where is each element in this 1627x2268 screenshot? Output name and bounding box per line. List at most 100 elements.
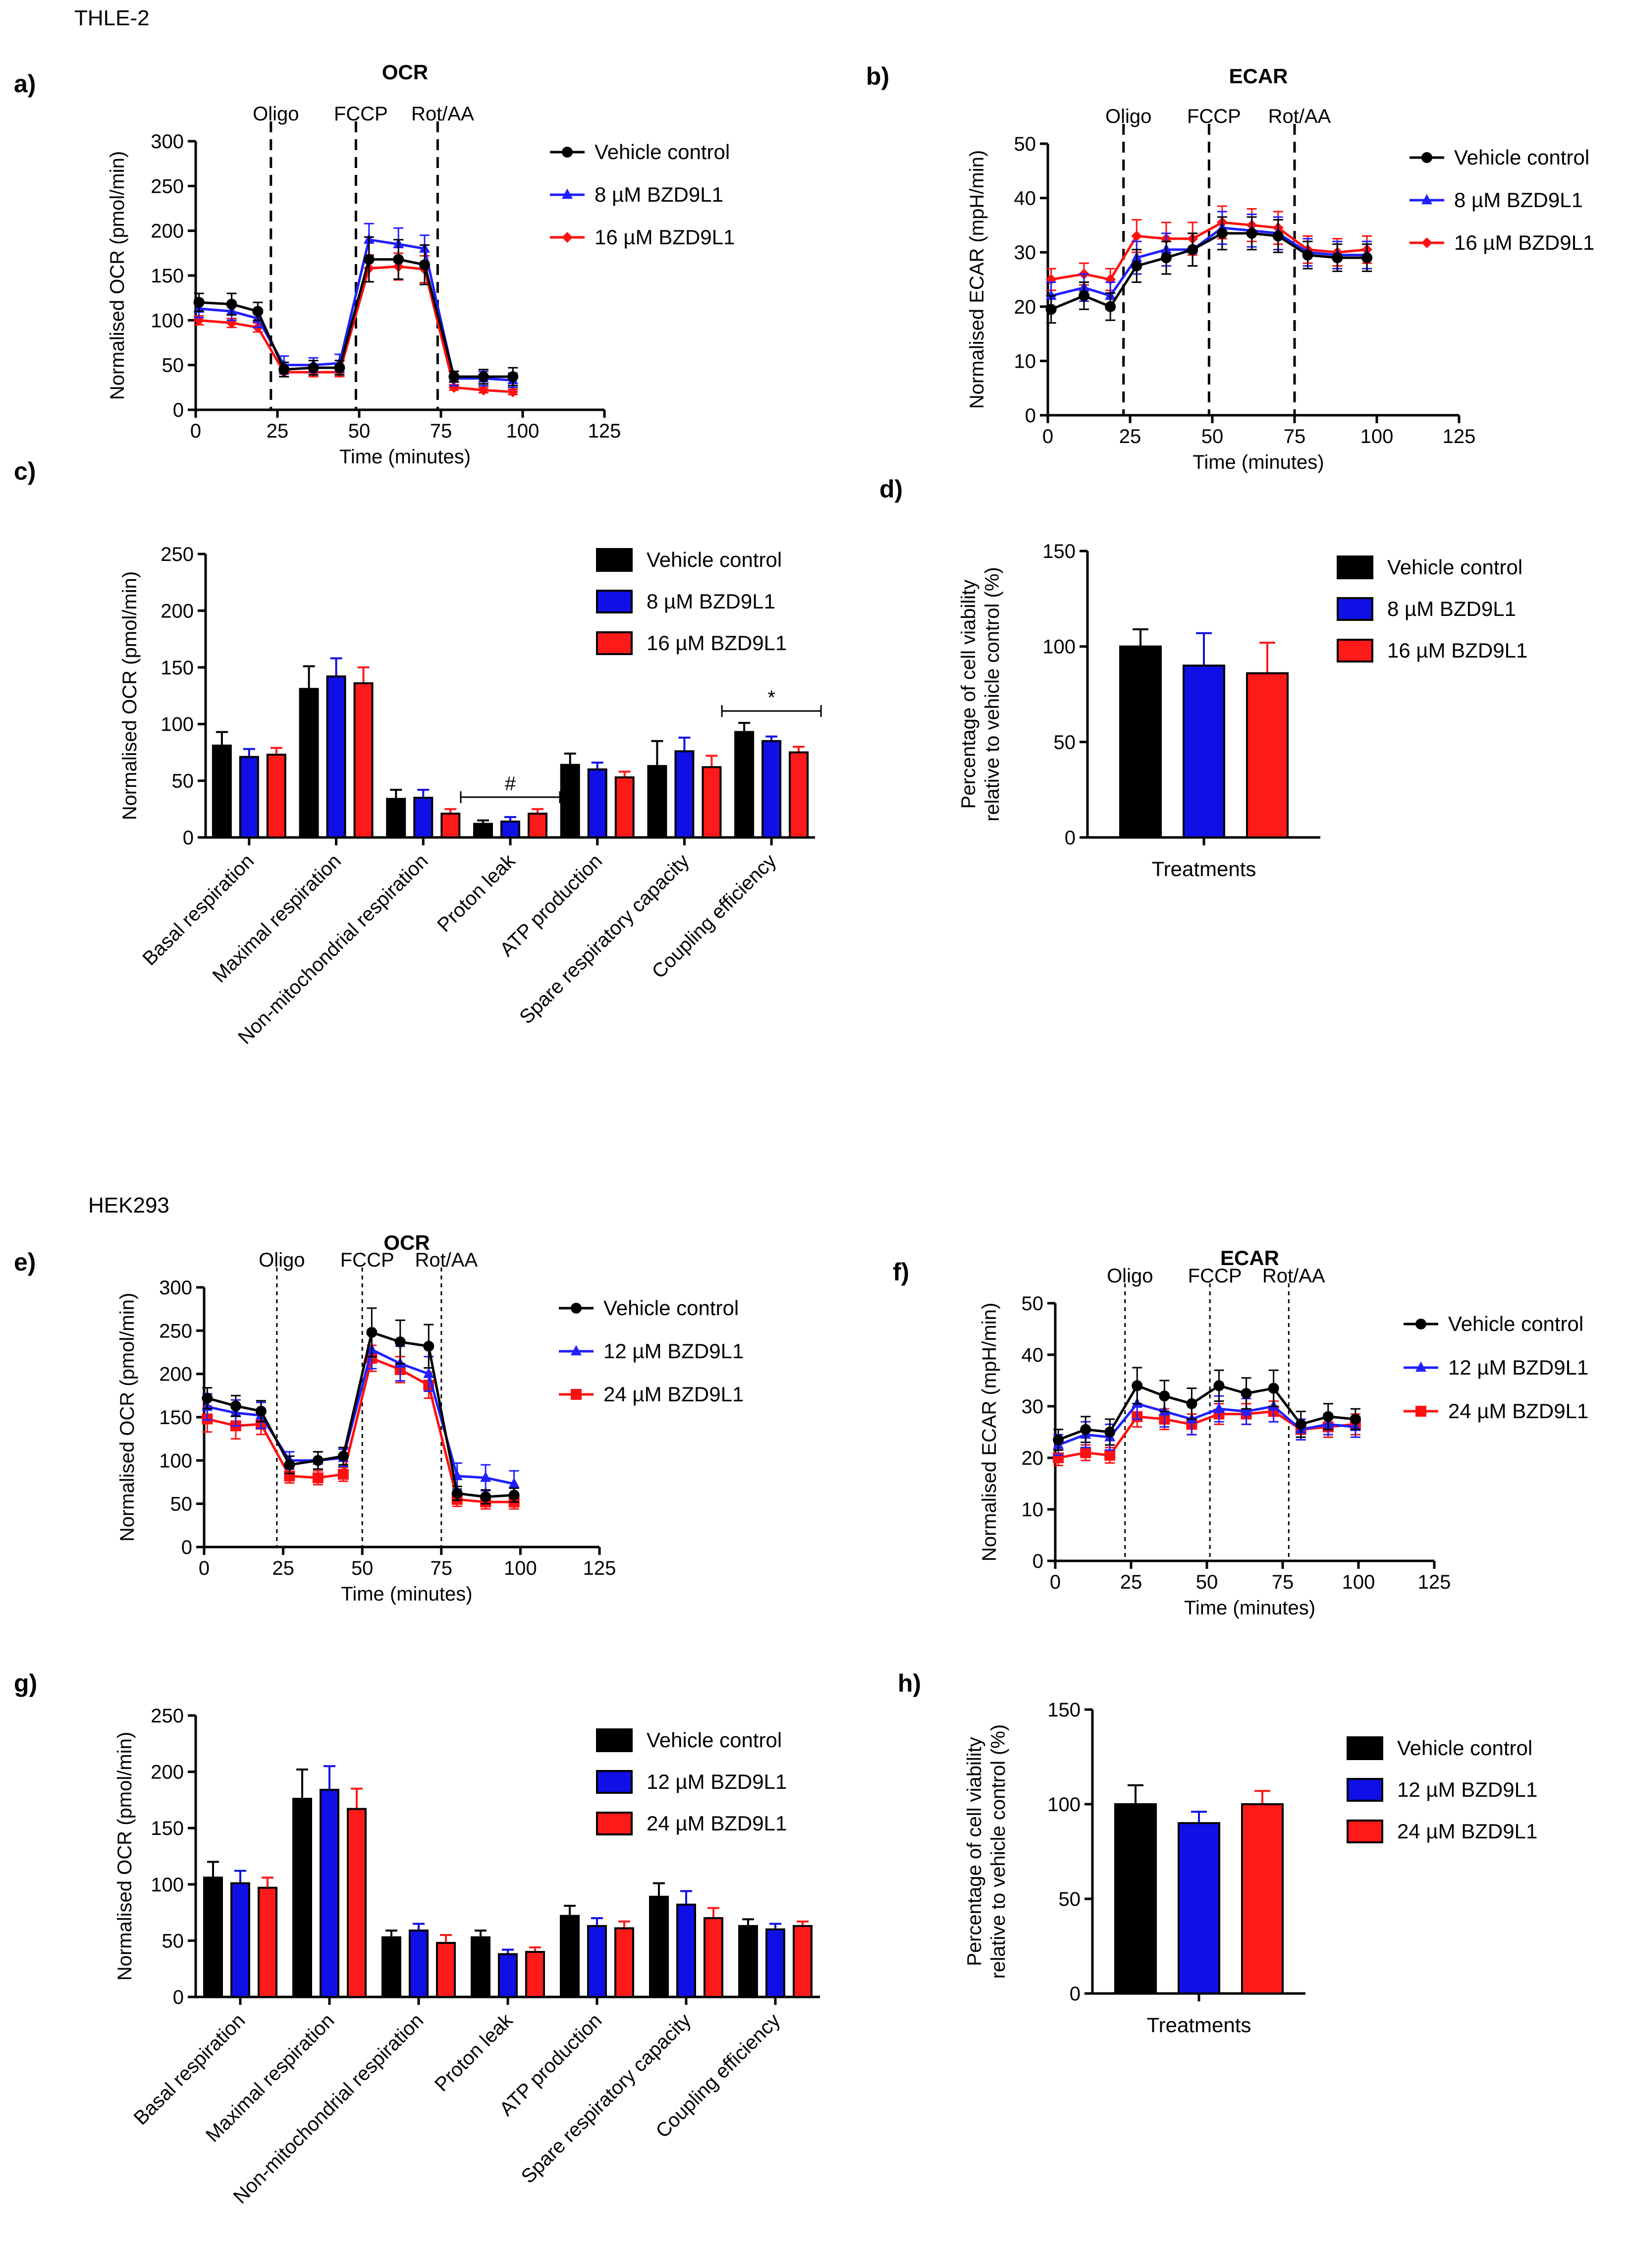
chart-e-x-tick-label: 125: [583, 1557, 616, 1579]
chart-e-data-point: [312, 1455, 324, 1466]
chart-c-bar: [326, 675, 346, 838]
chart-d-y-tick-label: 100: [1042, 636, 1076, 658]
chart-a-y-tick-label: 200: [151, 221, 184, 242]
chart-c-significance-label: *: [767, 687, 775, 709]
chart-b-x-tick-label: 125: [1443, 426, 1476, 447]
chart-b-x-tick-label: 25: [1119, 426, 1141, 447]
panel-letter-d: d): [879, 475, 903, 503]
chart-f-data-point: [1080, 1424, 1091, 1435]
chart-e-data-point: [230, 1400, 241, 1412]
chart-h-y-label: Percentage of cell viability: [964, 1737, 985, 1966]
chart-f-x-tick-label: 25: [1120, 1571, 1142, 1593]
chart-c-bar: [473, 823, 493, 838]
chart-f-x-tick-label: 75: [1272, 1571, 1294, 1593]
chart-g-category-label: Spare respiratory capacity: [517, 2009, 696, 2188]
chart-b-y-tick-label: 20: [1014, 296, 1036, 318]
chart-c-category-label: Proton leak: [433, 850, 520, 937]
chart-d-bar: [1246, 672, 1289, 838]
chart-a-data-point: [308, 362, 319, 374]
chart-g-bar: [614, 1927, 634, 1998]
chart-g-y-label: Normalised OCR (pmol/min): [114, 1732, 136, 1981]
chart-c-bar: [353, 682, 374, 839]
chart-c-bar: [413, 796, 434, 839]
chart-f-x-tick-label: 125: [1418, 1571, 1451, 1593]
chart-g-legend-label: 12 µM BZD9L1: [647, 1770, 787, 1793]
chart-c-bar: [734, 731, 755, 838]
chart-g-y-tick-label: 0: [173, 1987, 184, 2008]
chart-e-data-point: [366, 1327, 378, 1338]
chart-e-data-point: [451, 1488, 463, 1499]
chart-a-x-tick-label: 125: [588, 420, 621, 442]
chart-h-legend-swatch: [1347, 1736, 1383, 1760]
chart-h-legend-swatch: [1347, 1820, 1383, 1843]
chart-g-legend-label: 24 µM BZD9L1: [647, 1812, 787, 1835]
chart-e-x-tick-label: 50: [351, 1557, 374, 1579]
chart-a-y-tick-label: 0: [173, 399, 184, 421]
chart-h-bar: [1241, 1803, 1284, 1994]
chart-e-data-point: [202, 1392, 213, 1404]
chart-a-x-tick-label: 25: [267, 420, 289, 442]
chart-f-data-point: [1104, 1427, 1116, 1438]
chart-f-data-point: [1132, 1380, 1143, 1391]
chart-e-y-tick-label: 50: [170, 1494, 193, 1515]
chart-f-legend-marker: [1415, 1406, 1426, 1417]
chart-e-title: OCR: [383, 1231, 430, 1254]
chart-b-y-tick-label: 30: [1014, 242, 1036, 264]
chart-e-data-point: [508, 1490, 520, 1501]
chart-a-data-point: [393, 254, 404, 265]
chart-d-legend-label: 8 µM BZD9L1: [1387, 597, 1516, 620]
chart-e-injection-label: Rot/AA: [415, 1249, 478, 1271]
chart-e-x-label: Time (minutes): [341, 1583, 472, 1605]
chart-f-x-tick-label: 50: [1196, 1571, 1218, 1593]
panel-letter-a: a): [14, 70, 36, 98]
chart-c-bar: [299, 688, 319, 838]
chart-f-legend-label: 12 µM BZD9L1: [1448, 1356, 1588, 1379]
chart-b-legend-marker: [1421, 237, 1432, 248]
chart-e-legend-marker: [571, 1389, 582, 1400]
chart-e-x-tick-label: 100: [504, 1557, 537, 1579]
chart-h-y-tick-label: 150: [1047, 1699, 1081, 1721]
chart-h-bar: [1114, 1803, 1157, 1994]
chart-d-y-tick-label: 150: [1042, 541, 1076, 562]
chart-a-legend-label: Vehicle control: [595, 140, 730, 164]
chart-a-data-point: [226, 298, 237, 310]
chart-b-data-point: [1131, 260, 1142, 272]
chart-e-x-tick-label: 75: [431, 1557, 453, 1579]
chart-g-bar: [587, 1925, 607, 1998]
chart-c-y-tick-label: 250: [161, 544, 194, 565]
chart-b-x-tick-label: 50: [1201, 426, 1224, 447]
chart-c-bar: [212, 744, 232, 838]
chart-f-data-point: [1322, 1411, 1334, 1422]
chart-g-bar: [738, 1925, 758, 1998]
chart-c-y-tick-label: 0: [183, 827, 194, 849]
chart-e-y-tick-label: 300: [159, 1277, 192, 1299]
chart-f-legend-marker: [1415, 1319, 1426, 1329]
chart-c-y-label: Normalised OCR (pmol/min): [119, 571, 141, 820]
chart-e-y-tick-label: 0: [181, 1537, 192, 1558]
chart-f-data-point: [1104, 1449, 1116, 1461]
chart-b-legend-marker: [1421, 194, 1432, 205]
chart-e-injection-label: FCCP: [340, 1249, 394, 1271]
chart-e-injection-label: Oligo: [259, 1249, 305, 1271]
chart-b-data-point: [1332, 252, 1343, 264]
chart-c-y-tick-label: 200: [161, 600, 194, 622]
chart-b-data-point: [1361, 252, 1373, 264]
chart-d-legend-label: 16 µM BZD9L1: [1387, 639, 1527, 662]
chart-e-data-point: [423, 1340, 434, 1352]
chart-e-data-point: [394, 1336, 406, 1348]
chart-e-data-point: [480, 1491, 491, 1502]
chart-a-data-point: [448, 371, 460, 383]
chart-g-legend-swatch: [596, 1770, 633, 1794]
chart-h-y-tick-label: 50: [1059, 1888, 1081, 1910]
chart-b-data-point: [1105, 301, 1116, 312]
chart-a-y-tick-label: 250: [151, 175, 184, 197]
chart-g-category-label: Non-mitochondrial respiration: [229, 2009, 428, 2208]
chart-a-data-point: [478, 385, 489, 396]
chart-g-bar: [765, 1928, 785, 1998]
chart-g-y-tick-label: 150: [151, 1818, 184, 1839]
chart-g-y-tick-label: 50: [162, 1930, 184, 1952]
chart-e-legend-label: Vehicle control: [603, 1296, 739, 1320]
chart-g-bar: [560, 1915, 580, 1998]
chart-c-legend-label: Vehicle control: [647, 548, 782, 571]
chart-e-data-point: [337, 1450, 349, 1462]
